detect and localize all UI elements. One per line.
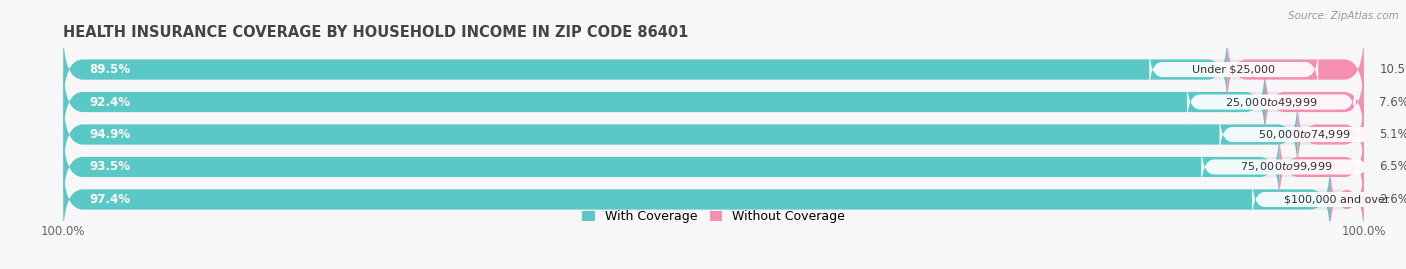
FancyBboxPatch shape: [1149, 45, 1319, 94]
Text: $25,000 to $49,999: $25,000 to $49,999: [1225, 95, 1317, 108]
Text: 89.5%: 89.5%: [90, 63, 131, 76]
Text: Source: ZipAtlas.com: Source: ZipAtlas.com: [1288, 11, 1399, 21]
FancyBboxPatch shape: [63, 128, 1279, 206]
FancyBboxPatch shape: [63, 31, 1364, 108]
FancyBboxPatch shape: [63, 63, 1265, 141]
FancyBboxPatch shape: [1227, 31, 1364, 108]
Text: $50,000 to $74,999: $50,000 to $74,999: [1258, 128, 1350, 141]
Text: 97.4%: 97.4%: [90, 193, 131, 206]
Text: 2.6%: 2.6%: [1379, 193, 1406, 206]
FancyBboxPatch shape: [1219, 109, 1389, 160]
FancyBboxPatch shape: [1298, 96, 1364, 173]
FancyBboxPatch shape: [63, 96, 1298, 173]
FancyBboxPatch shape: [63, 63, 1364, 141]
FancyBboxPatch shape: [63, 31, 1227, 108]
Text: 10.5%: 10.5%: [1379, 63, 1406, 76]
Legend: With Coverage, Without Coverage: With Coverage, Without Coverage: [576, 205, 851, 228]
FancyBboxPatch shape: [63, 161, 1330, 238]
Text: 92.4%: 92.4%: [90, 95, 131, 108]
FancyBboxPatch shape: [1265, 63, 1364, 141]
Text: 93.5%: 93.5%: [90, 161, 131, 174]
FancyBboxPatch shape: [63, 161, 1364, 238]
Text: $75,000 to $99,999: $75,000 to $99,999: [1240, 161, 1331, 174]
Text: $100,000 and over: $100,000 and over: [1284, 194, 1389, 204]
FancyBboxPatch shape: [1187, 77, 1355, 127]
Text: HEALTH INSURANCE COVERAGE BY HOUSEHOLD INCOME IN ZIP CODE 86401: HEALTH INSURANCE COVERAGE BY HOUSEHOLD I…: [63, 25, 689, 40]
FancyBboxPatch shape: [63, 96, 1364, 173]
Text: 5.1%: 5.1%: [1379, 128, 1406, 141]
FancyBboxPatch shape: [1279, 128, 1364, 206]
FancyBboxPatch shape: [1330, 161, 1364, 238]
Text: 6.5%: 6.5%: [1379, 161, 1406, 174]
FancyBboxPatch shape: [1251, 175, 1406, 224]
FancyBboxPatch shape: [63, 128, 1364, 206]
Text: Under $25,000: Under $25,000: [1192, 65, 1275, 75]
Text: 94.9%: 94.9%: [90, 128, 131, 141]
FancyBboxPatch shape: [1201, 142, 1371, 192]
Text: 7.6%: 7.6%: [1379, 95, 1406, 108]
